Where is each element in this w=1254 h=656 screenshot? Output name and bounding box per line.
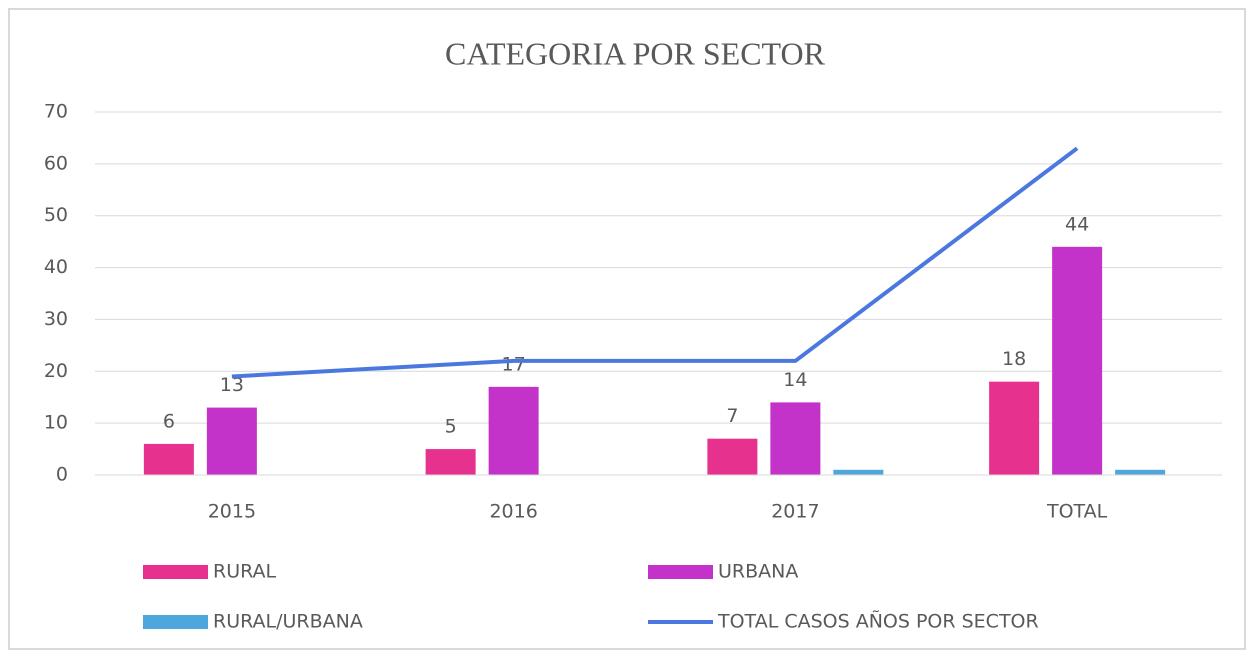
legend-label: TOTAL CASOS AÑOS POR SECTOR bbox=[717, 610, 1039, 633]
legend-swatch bbox=[648, 565, 713, 579]
data-label: 5 bbox=[445, 416, 457, 438]
data-label: 6 bbox=[163, 410, 175, 432]
data-label: 14 bbox=[783, 369, 807, 391]
x-tick-label: 2015 bbox=[208, 501, 256, 523]
bar bbox=[989, 381, 1040, 475]
y-tick-label: 0 bbox=[56, 464, 68, 486]
data-label: 44 bbox=[1065, 213, 1089, 235]
x-tick-label: 2017 bbox=[771, 501, 819, 523]
bar bbox=[206, 407, 257, 475]
x-tick-label: 2016 bbox=[489, 501, 537, 523]
bar bbox=[1115, 469, 1166, 475]
bar bbox=[425, 449, 476, 475]
bar bbox=[143, 443, 194, 475]
chart-title: CATEGORIA POR SECTOR bbox=[445, 35, 826, 71]
legend-label: RURAL/URBANA bbox=[213, 611, 363, 633]
bar bbox=[707, 438, 758, 475]
data-label: 17 bbox=[502, 353, 526, 375]
legend-label: RURAL bbox=[213, 561, 277, 583]
y-tick-label: 40 bbox=[44, 256, 68, 278]
line-series bbox=[231, 146, 1079, 379]
legend-swatch bbox=[143, 565, 208, 579]
y-tick-label: 60 bbox=[44, 152, 68, 174]
y-tick-label: 10 bbox=[44, 412, 68, 434]
y-tick-label: 20 bbox=[44, 360, 68, 382]
legend-label: URBANA bbox=[718, 561, 798, 583]
y-tick-label: 30 bbox=[44, 308, 68, 330]
bar bbox=[770, 402, 821, 475]
data-label: 18 bbox=[1002, 348, 1026, 370]
chart-frame bbox=[8, 8, 1246, 650]
y-tick-label: 70 bbox=[44, 101, 68, 123]
legend-swatch bbox=[143, 615, 208, 629]
bar bbox=[833, 469, 884, 475]
data-label: 13 bbox=[220, 374, 244, 396]
bar bbox=[488, 386, 539, 475]
x-tick-label: TOTAL bbox=[1046, 501, 1108, 523]
bar bbox=[1052, 246, 1103, 475]
y-tick-label: 50 bbox=[44, 204, 68, 226]
data-label: 7 bbox=[726, 405, 738, 427]
